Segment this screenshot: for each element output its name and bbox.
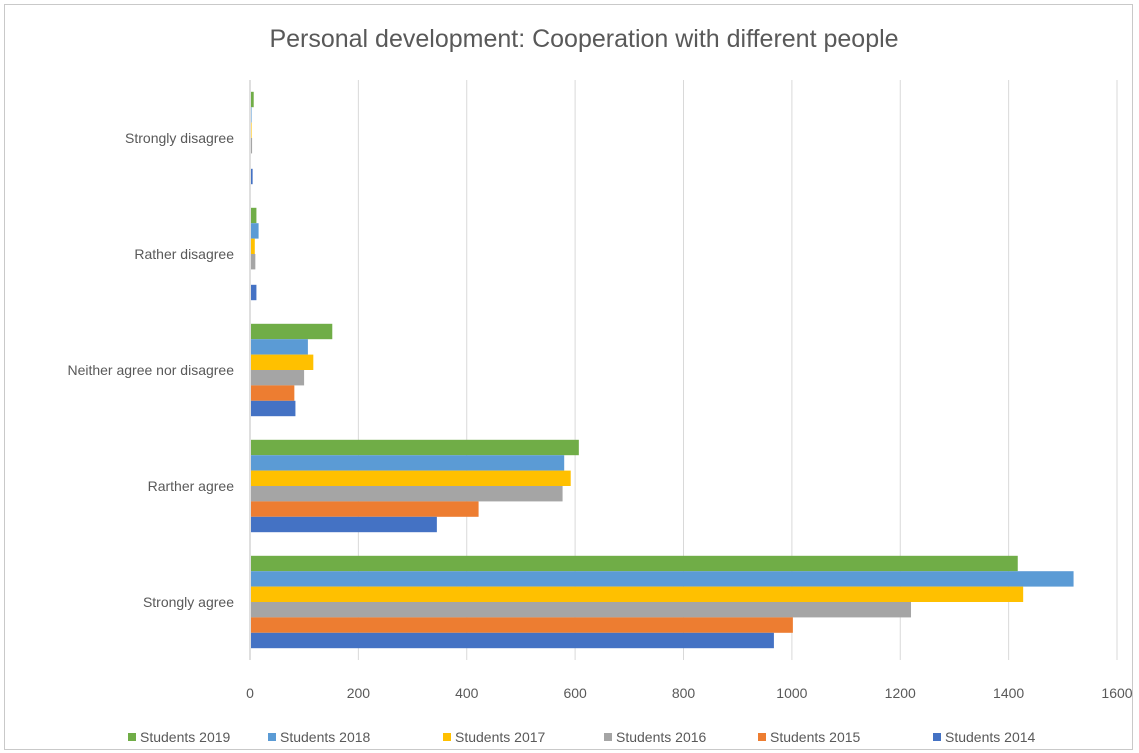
bar xyxy=(251,439,579,456)
bar xyxy=(251,632,774,649)
bar xyxy=(251,617,793,633)
bar xyxy=(251,555,1018,572)
category-label: Neither agree nor disagree xyxy=(67,362,234,378)
chart-title: Personal development: Cooperation with d… xyxy=(269,25,898,53)
bar xyxy=(251,254,256,270)
bar xyxy=(251,486,563,502)
x-tick-label: 1000 xyxy=(776,685,807,701)
bar xyxy=(251,400,296,417)
category-label: Rarther agree xyxy=(148,478,235,494)
legend-label: Students 2016 xyxy=(616,729,707,745)
x-tick-label: 200 xyxy=(347,685,371,701)
bar xyxy=(251,91,254,108)
x-tick-label: 600 xyxy=(563,685,587,701)
x-tick-label: 0 xyxy=(246,685,254,701)
category-label: Rather disagree xyxy=(134,246,234,262)
bar xyxy=(251,571,1074,587)
bar xyxy=(251,354,314,370)
legend-label: Students 2018 xyxy=(280,729,371,745)
bar xyxy=(251,455,565,471)
legend-swatch xyxy=(933,733,941,741)
bar xyxy=(251,501,479,517)
legend-swatch xyxy=(604,733,612,741)
bar xyxy=(251,107,252,123)
legend-label: Students 2017 xyxy=(455,729,546,745)
bar xyxy=(251,223,259,239)
legend-label: Students 2014 xyxy=(945,729,1036,745)
x-tick-label: 800 xyxy=(672,685,696,701)
legend-label: Students 2019 xyxy=(140,729,231,745)
bar xyxy=(251,385,295,401)
category-labels: Strongly disagree Rather disagree Neither … xyxy=(67,130,234,610)
legend-swatch xyxy=(128,733,136,741)
bar xyxy=(251,516,437,533)
bars xyxy=(251,91,1074,649)
legend-swatch xyxy=(443,733,451,741)
bar xyxy=(251,370,305,386)
x-tick-label: 1200 xyxy=(885,685,916,701)
x-tick-label: 1600 xyxy=(1101,685,1132,701)
bar xyxy=(251,284,257,301)
category-label: Strongly disagree xyxy=(125,130,234,146)
bar xyxy=(251,238,255,254)
bar xyxy=(251,207,257,224)
bar xyxy=(251,168,253,185)
legend: Students 2019 Students 2018 Students 2017 S… xyxy=(128,729,1036,745)
bar xyxy=(251,470,571,486)
bar xyxy=(251,138,253,154)
legend-label: Students 2015 xyxy=(770,729,861,745)
bar xyxy=(251,323,333,340)
legend-swatch xyxy=(758,733,766,741)
legend-swatch xyxy=(268,733,276,741)
bar xyxy=(251,339,308,355)
bar xyxy=(251,586,1024,602)
bar xyxy=(251,122,252,138)
bar xyxy=(251,602,912,618)
x-axis-ticks: 0 200 400 600 800 1000 1200 1400 1600 xyxy=(246,685,1133,701)
category-label: Strongly agree xyxy=(143,594,234,610)
x-tick-label: 400 xyxy=(455,685,479,701)
x-tick-label: 1400 xyxy=(993,685,1024,701)
